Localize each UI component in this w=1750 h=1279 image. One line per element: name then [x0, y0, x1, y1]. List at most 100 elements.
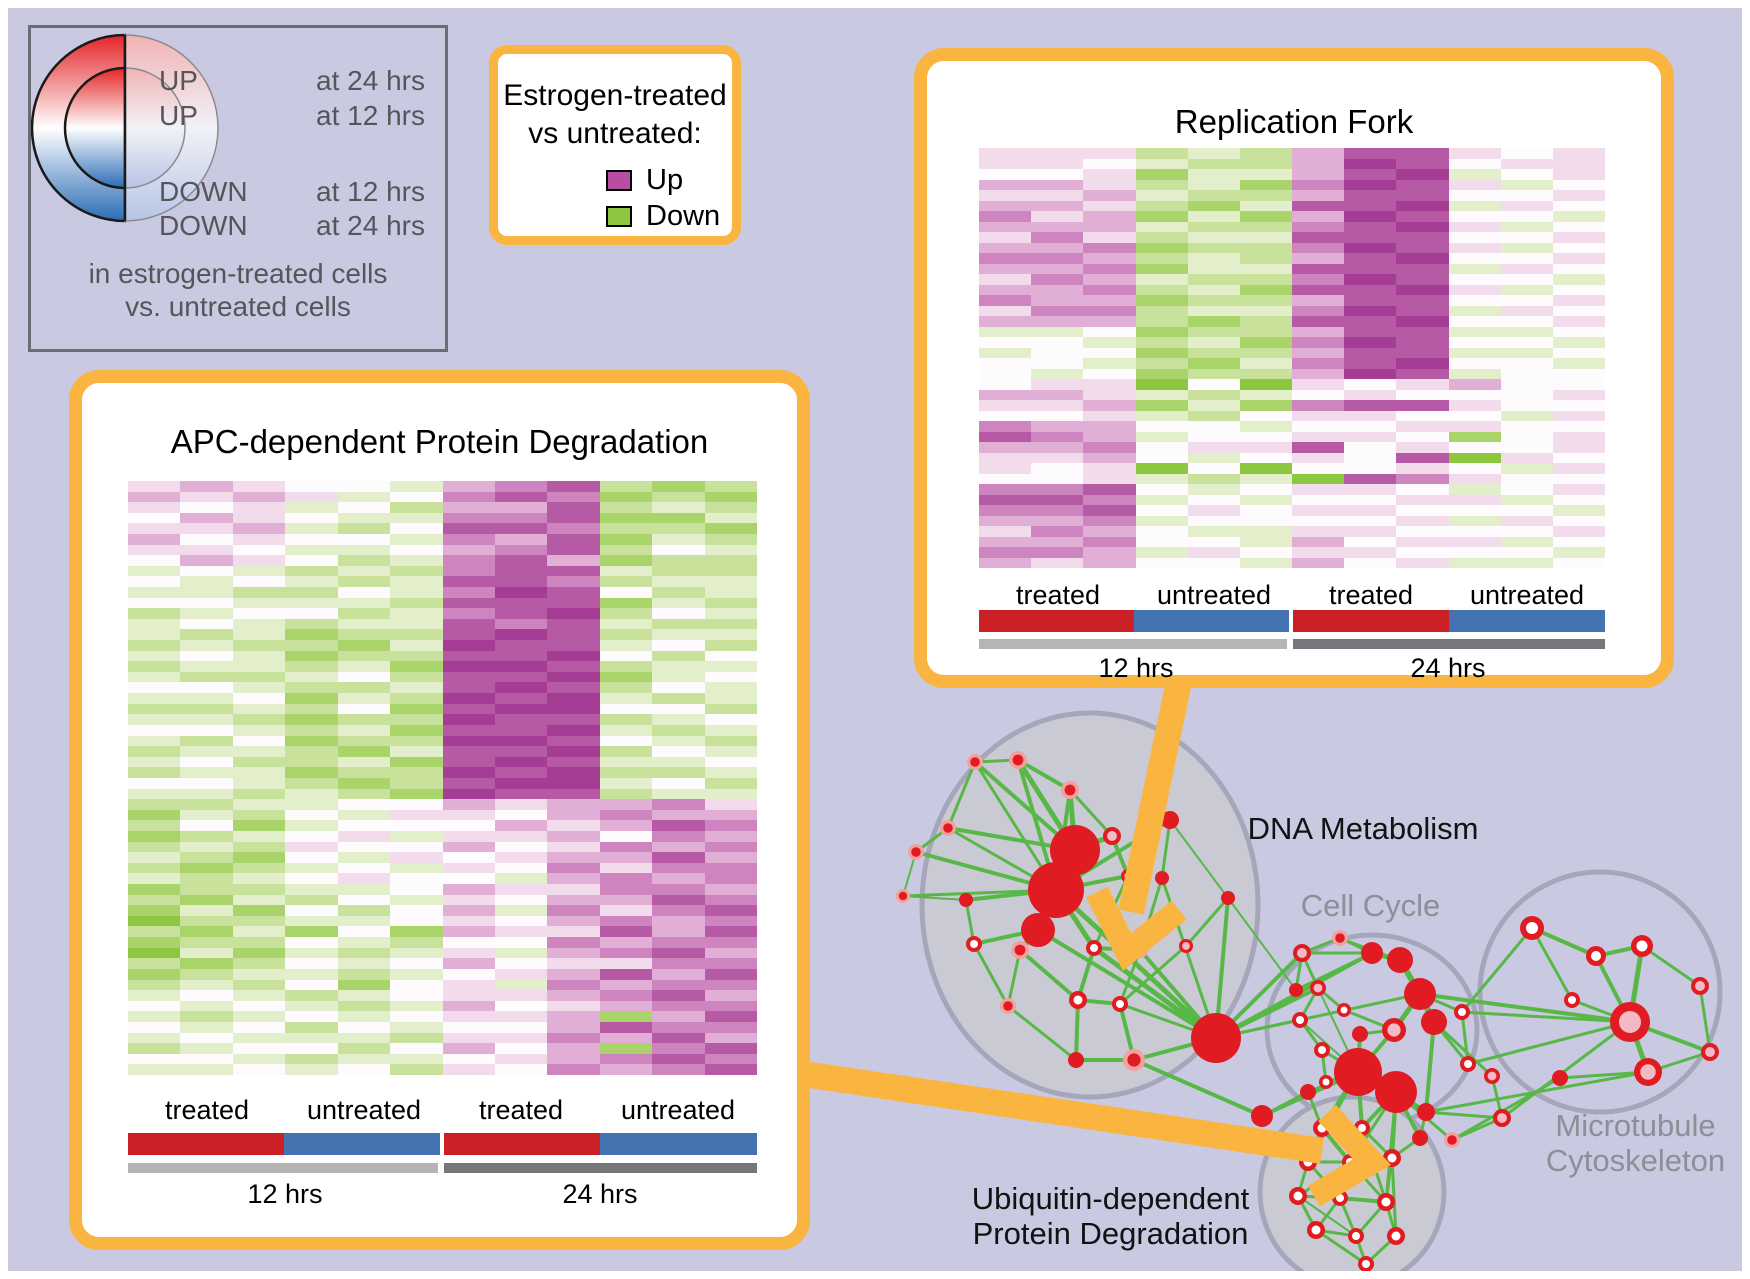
heatmap-cell [1239, 337, 1292, 348]
heatmap-cell [1344, 431, 1397, 442]
heatmap-cell [494, 1064, 548, 1075]
heatmap-cell [1500, 431, 1553, 442]
heatmap-cell [494, 979, 548, 991]
heatmap-cell [1083, 158, 1136, 169]
apc-panel-title: APC-dependent Protein Degradation [170, 423, 709, 460]
heatmap-cell [652, 523, 705, 534]
heatmap-cell [1187, 557, 1240, 568]
heatmap-cell [652, 947, 705, 959]
network-node-core [1012, 754, 1024, 766]
network-node-center [1705, 1047, 1715, 1057]
heatmap-cell [285, 502, 338, 513]
heatmap-cell [494, 1000, 548, 1012]
heatmap-cell [652, 533, 705, 545]
heatmap-cell [704, 714, 757, 725]
heatmap-cell [180, 576, 233, 587]
heatmap-cell [704, 1064, 757, 1075]
apc-condition-bars [128, 1133, 757, 1155]
heatmap-cell [652, 958, 705, 969]
heatmap-cell [1396, 484, 1449, 495]
network-node-center [1568, 996, 1576, 1004]
network-node [1161, 811, 1179, 829]
heatmap-cell [1552, 200, 1605, 211]
heatmap-cell [547, 968, 600, 980]
heatmap-cell [599, 746, 653, 757]
heatmap-cell [1448, 169, 1501, 180]
heatmap-cell [704, 682, 757, 694]
heatmap-cell [547, 565, 600, 577]
heatmap-cell [704, 703, 757, 715]
heatmap-cell [390, 693, 443, 704]
heatmap-cell [1031, 316, 1084, 327]
heatmap-cell [337, 968, 391, 980]
heatmap-cell [704, 979, 757, 991]
heatmap-cell [494, 862, 548, 874]
heatmap-cell [1396, 389, 1449, 400]
heatmap-cell [1083, 557, 1136, 568]
heatmap-cell [652, 671, 705, 683]
heatmap-cell [1292, 473, 1345, 484]
heatmap-cell [128, 661, 181, 672]
heatmap-cell [128, 799, 181, 810]
heatmap-cell [337, 565, 391, 577]
treated-bar [444, 1133, 600, 1155]
heatmap-cell [979, 410, 1032, 421]
heatmap-cell [442, 671, 495, 683]
heatmap-cell [128, 1043, 181, 1054]
heatmap-cell [1083, 368, 1136, 379]
heatmap-cell [285, 1043, 338, 1054]
heatmap-cell [547, 650, 600, 662]
heatmap-cell [442, 1032, 495, 1044]
network-node-center [1497, 1113, 1507, 1123]
heatmap-cell [1552, 284, 1605, 295]
heatmap-cell [547, 523, 600, 534]
heatmap-cell [1187, 526, 1240, 537]
heatmap-cell [1135, 536, 1188, 547]
heatmap-cell [1344, 179, 1397, 190]
heatmap-cell [494, 671, 548, 683]
heatmap-cell [180, 502, 233, 513]
heatmap-cell [547, 894, 600, 906]
heatmap-cell [390, 544, 443, 556]
heatmap-cell [180, 905, 233, 916]
heatmap-cell [1292, 452, 1345, 463]
heatmap-cell [1187, 242, 1240, 253]
heatmap-cell [1187, 400, 1240, 411]
heatmap-cell [337, 618, 391, 630]
heatmap-cell [1344, 316, 1397, 327]
heatmap-cell [1292, 295, 1345, 306]
heatmap-cell [704, 799, 757, 810]
heatmap-cell [180, 555, 233, 566]
heatmap-cell [979, 389, 1032, 400]
heatmap-cell [337, 533, 391, 545]
heatmap-cell [494, 767, 548, 778]
heatmap-cell [547, 481, 600, 492]
heatmap-cell [704, 841, 757, 853]
updown-legend-title-line1: Estrogen-treated [503, 79, 727, 112]
network-node [1221, 891, 1235, 905]
heatmap-cell [232, 565, 286, 577]
heatmap-cell [1292, 505, 1345, 516]
heatmap-cell [1187, 190, 1240, 201]
network-node [1050, 825, 1100, 875]
apc-heatmap [128, 481, 757, 1075]
heatmap-cell [1344, 494, 1397, 505]
ring-legend-box: UP at 24 hrs UP at 12 hrs DOWN at 12 hrs… [28, 25, 448, 352]
heatmap-cell [442, 661, 495, 672]
heatmap-cell [128, 565, 181, 577]
heatmap-cell [442, 777, 495, 789]
heatmap-cell [704, 629, 757, 641]
heatmap-cell [285, 512, 338, 524]
heatmap-cell [128, 618, 181, 630]
heatmap-cell [232, 714, 286, 725]
heatmap-cell [1448, 421, 1501, 432]
heatmap-cell [1396, 221, 1449, 232]
network-node [1404, 978, 1436, 1010]
heatmap-cell [1239, 547, 1292, 558]
heatmap-cell [232, 586, 286, 598]
heatmap-cell [1239, 473, 1292, 484]
heatmap-cell [1344, 442, 1397, 453]
heatmap-cell [652, 915, 705, 927]
heatmap-cell [599, 1011, 653, 1022]
heatmap-cell [285, 618, 338, 630]
